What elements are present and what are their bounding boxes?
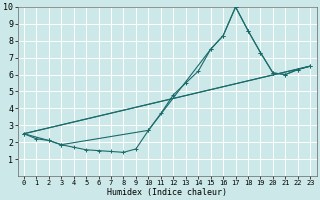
X-axis label: Humidex (Indice chaleur): Humidex (Indice chaleur) xyxy=(107,188,227,197)
